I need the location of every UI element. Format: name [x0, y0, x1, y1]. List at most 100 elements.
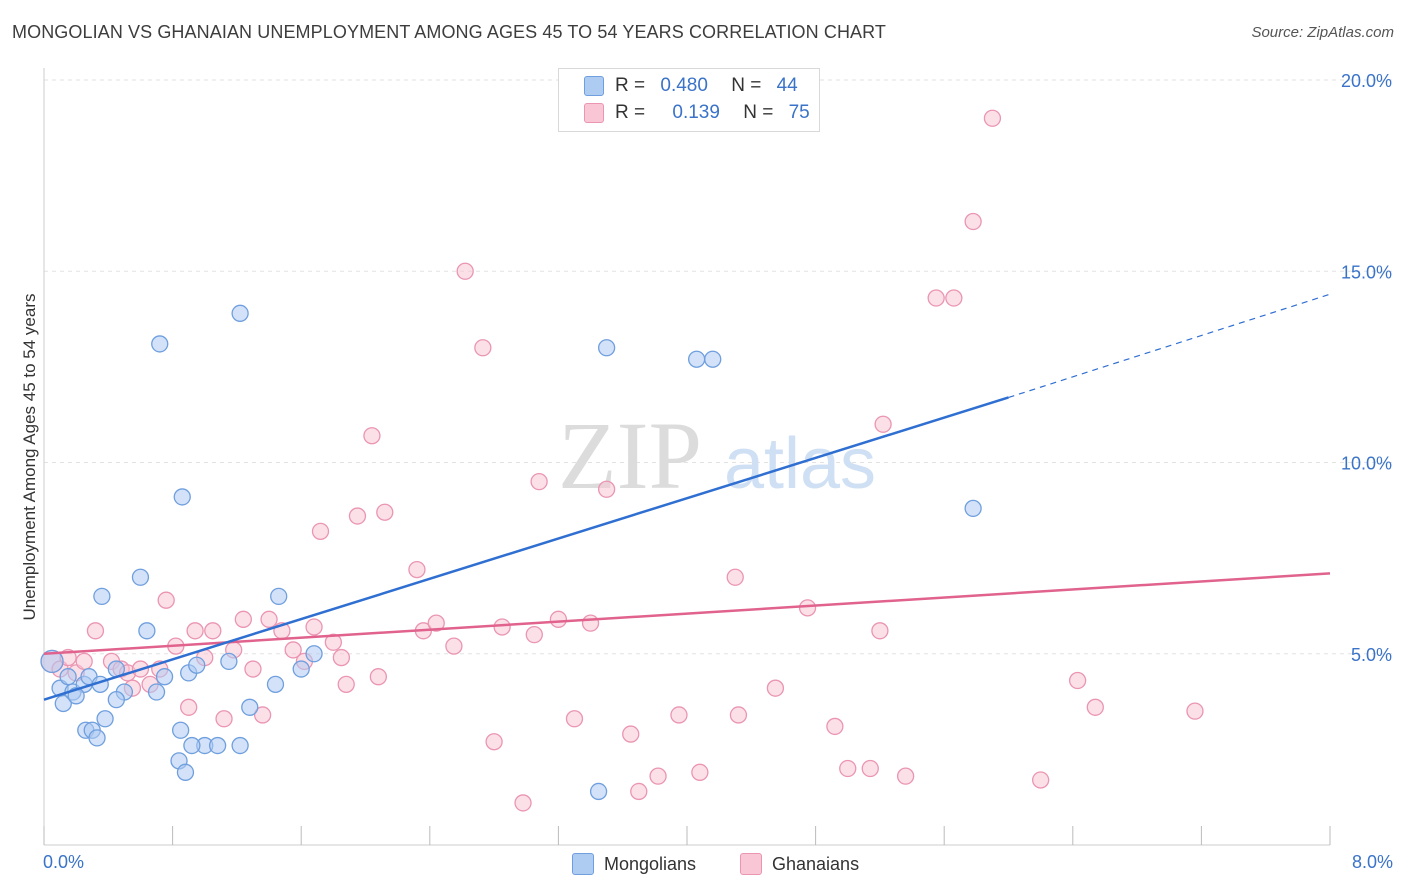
ghanaians-point	[157, 591, 175, 609]
ghanaians-point	[86, 622, 105, 640]
ghanaians-point	[305, 618, 323, 636]
ghanaians-point	[964, 212, 982, 231]
axes	[43, 68, 1331, 846]
ghanaians-point	[514, 794, 532, 812]
ghanaians-r-value: 0.139	[672, 102, 720, 123]
mongolians-point	[270, 587, 288, 606]
mongolians-point	[59, 668, 77, 686]
ghanaians-point	[311, 522, 330, 540]
ghanaians-point	[983, 109, 1002, 127]
ghanaians-point	[445, 637, 463, 655]
ghanaians-point	[348, 507, 367, 525]
ghanaians-point	[691, 763, 709, 781]
ghanaians-point	[581, 614, 600, 632]
mongolians-point	[40, 649, 64, 674]
ghanaians-point	[1186, 702, 1204, 720]
ghanaians-point	[549, 610, 568, 628]
ghanaians-point	[1032, 771, 1050, 789]
ghanaians-point	[839, 759, 857, 778]
watermark-zip: ZIP	[558, 402, 702, 509]
ghanaians-point	[244, 660, 262, 678]
x-axis-max-label: 8.0%	[1351, 852, 1393, 872]
ghanaians-point	[565, 710, 584, 728]
mongolians-point	[241, 698, 259, 716]
mongolians-point	[171, 721, 190, 739]
mongolians-point	[138, 622, 156, 640]
ghanaians-point	[234, 610, 252, 628]
ghanaians-point	[253, 706, 272, 724]
ghanaians-point	[630, 782, 648, 801]
ghanaians-swatch	[584, 103, 604, 123]
ghanaians-point	[649, 767, 667, 785]
y-tick-label: 10.0%	[1341, 454, 1392, 474]
ghanaians-point	[363, 427, 381, 445]
ghanaians-point	[485, 733, 503, 751]
ghanaians-point	[729, 706, 748, 724]
mongolians-point	[231, 736, 249, 755]
legend-row-mongolians: R = 0.480 N = 44	[584, 74, 798, 98]
mongolians-point	[188, 656, 206, 674]
ghanaians-point	[927, 289, 945, 307]
ghanaians-point	[1068, 671, 1087, 690]
ghanaians-point	[215, 710, 233, 728]
ghanaians-point	[597, 480, 616, 498]
mongolians-point	[88, 729, 106, 747]
ghanaians-point	[861, 759, 879, 778]
ghanaians-n-value: 75	[788, 102, 810, 123]
ghanaians-point	[896, 767, 915, 785]
chart-title: MONGOLIAN VS GHANAIAN UNEMPLOYMENT AMONG…	[12, 22, 887, 42]
ghanaians-point	[798, 599, 817, 617]
mongolians-trend-line	[43, 396, 1009, 701]
mongolians-point	[208, 736, 227, 755]
mongolians-point	[266, 675, 285, 693]
mongolians-point	[292, 660, 310, 678]
mongolians-point	[107, 691, 125, 709]
mongolians-point	[151, 335, 169, 353]
mongolians-point	[220, 652, 238, 671]
mongolians-point	[173, 488, 191, 506]
ghanaians-point	[726, 568, 744, 586]
correlation-legend: R = 0.480 N = 44 R = 0.139 N = 75	[558, 68, 820, 132]
mongolians-swatch	[584, 76, 604, 96]
ghanaians-legend-swatch	[740, 853, 762, 875]
mongolians-point	[183, 736, 201, 755]
x-axis-min-label: 0.0%	[43, 852, 85, 872]
mongolians-point	[54, 694, 72, 713]
source-label: Source: ZipAtlas.com	[1251, 24, 1394, 41]
ghanaians-point	[180, 698, 198, 716]
trend-lines	[43, 293, 1331, 701]
mongolians-point	[589, 782, 608, 801]
mongolians-point	[131, 568, 150, 586]
ghanaians-point	[337, 675, 355, 693]
mongolians-point	[687, 350, 706, 368]
ghanaians-point	[456, 262, 474, 280]
ghanaians-point	[427, 614, 445, 632]
mongolians-point	[597, 339, 616, 357]
n-label: N =	[743, 102, 774, 123]
ghanaians-point	[1086, 698, 1104, 716]
mongolians-point	[96, 710, 114, 728]
r-label: R =	[615, 102, 646, 123]
ghanaians-point	[75, 652, 93, 671]
ghanaians-point	[369, 668, 388, 686]
ghanaians-point	[332, 648, 351, 667]
ghanaians-point	[324, 633, 343, 651]
mongolians-legend-label: Mongolians	[604, 853, 697, 874]
ghanaians-point	[525, 625, 543, 644]
mongolians-point	[93, 587, 111, 606]
mongolians-n-value: 44	[776, 75, 798, 96]
n-label: N =	[731, 75, 762, 96]
legend-item-mongolians: Mongolians	[572, 852, 696, 876]
mongolians-trend-extension	[1008, 293, 1331, 399]
ghanaians-point	[945, 289, 963, 307]
ghanaians-point	[204, 622, 222, 640]
ghanaians-point	[871, 622, 889, 640]
y-tick-label: 15.0%	[1341, 262, 1392, 282]
mongolians-point	[964, 499, 982, 518]
ghanaians-point	[284, 641, 302, 659]
ghanaians-point	[530, 472, 548, 491]
ghanaians-point	[408, 560, 426, 579]
mongolians-legend-swatch	[572, 853, 594, 875]
ghanaians-point	[260, 610, 278, 628]
